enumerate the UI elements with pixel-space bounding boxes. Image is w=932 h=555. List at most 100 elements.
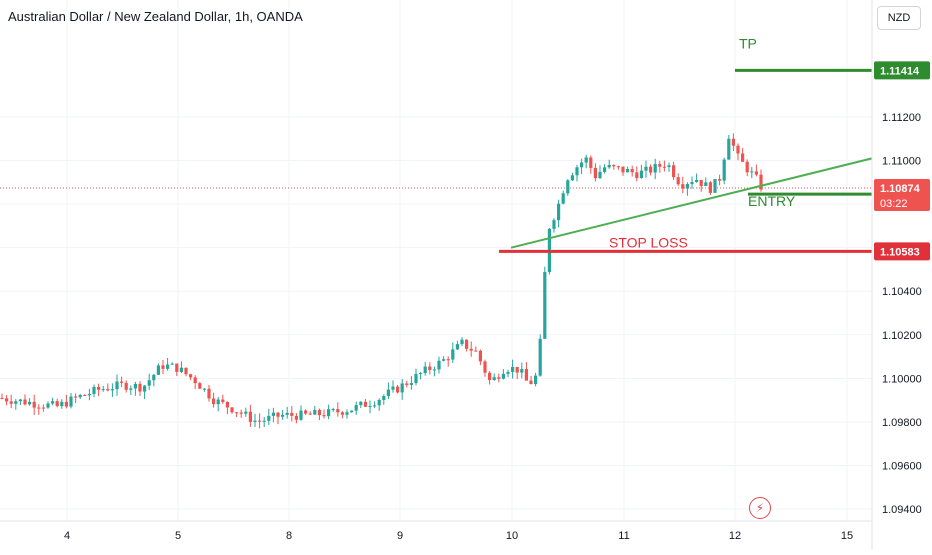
candle bbox=[138, 381, 142, 397]
candle-body bbox=[175, 363, 179, 372]
hline-entry[interactable]: ENTRY bbox=[748, 192, 872, 209]
candle bbox=[202, 388, 206, 392]
candle-body bbox=[350, 410, 354, 413]
hline-tp[interactable]: TP bbox=[735, 35, 872, 72]
candle bbox=[78, 393, 82, 399]
candle-body bbox=[120, 381, 124, 383]
candle bbox=[166, 357, 170, 371]
candle bbox=[110, 383, 114, 397]
candle-body bbox=[267, 415, 271, 421]
candle bbox=[676, 173, 680, 187]
candle bbox=[87, 388, 91, 401]
candle bbox=[727, 134, 731, 160]
candle bbox=[0, 393, 4, 400]
candle-body bbox=[745, 161, 749, 173]
candle bbox=[327, 404, 331, 420]
price-axis[interactable]: 1.11200 1.11000 1.10400 1.10200 1.10000 1.098… bbox=[871, 0, 930, 550]
candle bbox=[281, 409, 285, 420]
candle bbox=[515, 366, 519, 380]
candle-body bbox=[216, 399, 220, 405]
candle bbox=[147, 373, 151, 391]
candle-body bbox=[377, 400, 381, 406]
price-badge-tp-text: 1.11414 bbox=[880, 65, 920, 77]
candle bbox=[262, 416, 266, 427]
candle-body bbox=[170, 363, 174, 365]
candle-body bbox=[685, 184, 689, 189]
time-tick-label: 12 bbox=[729, 530, 741, 542]
price-tick-label: 1.10200 bbox=[882, 330, 922, 342]
candle-body bbox=[304, 410, 308, 414]
time-tick-label: 10 bbox=[506, 530, 518, 542]
candle bbox=[299, 405, 303, 421]
candle-body bbox=[55, 401, 59, 407]
candle-body bbox=[202, 388, 206, 390]
candle bbox=[317, 408, 321, 421]
price-tick-label: 1.09600 bbox=[882, 460, 922, 472]
candle bbox=[759, 169, 763, 192]
candle-body bbox=[506, 371, 510, 374]
time-tick-label: 15 bbox=[841, 530, 853, 542]
candle-body bbox=[442, 359, 446, 361]
candle bbox=[616, 165, 620, 170]
candle-body bbox=[281, 414, 285, 417]
candles bbox=[0, 133, 763, 429]
candle bbox=[69, 392, 73, 409]
candle bbox=[354, 401, 358, 415]
price-tick-label: 1.09800 bbox=[882, 417, 922, 429]
candle bbox=[474, 346, 478, 352]
candle-body bbox=[156, 365, 160, 375]
candle bbox=[377, 398, 381, 411]
hline-label: TP bbox=[739, 35, 757, 51]
trendline[interactable] bbox=[510, 157, 873, 249]
candle bbox=[589, 155, 593, 174]
candle-body bbox=[69, 396, 73, 407]
candle bbox=[129, 385, 133, 396]
candle bbox=[630, 165, 634, 177]
candle bbox=[340, 411, 344, 419]
candle-body bbox=[83, 394, 87, 396]
candle-body bbox=[492, 377, 496, 381]
candle-body bbox=[308, 413, 312, 415]
candle bbox=[193, 375, 197, 390]
candle bbox=[46, 401, 50, 409]
candle bbox=[179, 361, 183, 374]
candle bbox=[704, 177, 708, 187]
candle-body bbox=[731, 138, 735, 146]
candle bbox=[14, 399, 18, 410]
candle bbox=[639, 164, 643, 179]
candle bbox=[621, 166, 625, 176]
candle bbox=[60, 399, 64, 409]
candle-body bbox=[754, 171, 758, 175]
hline-stop-loss[interactable]: STOP LOSS bbox=[499, 234, 872, 253]
price-badge-stop-loss[interactable]: 1.10583 bbox=[874, 242, 930, 261]
current-price-badge[interactable]: 1.10874 03:22 bbox=[874, 178, 930, 211]
candle-body bbox=[419, 373, 423, 375]
candle bbox=[524, 362, 528, 381]
candle bbox=[23, 394, 27, 406]
currency-button[interactable]: NZD bbox=[877, 6, 921, 30]
candle-body bbox=[147, 380, 151, 386]
candle bbox=[391, 380, 395, 393]
candle-body bbox=[248, 411, 252, 422]
candle bbox=[396, 384, 400, 394]
candle bbox=[460, 337, 464, 346]
candle bbox=[225, 401, 229, 415]
candle bbox=[745, 159, 749, 177]
candle-body bbox=[718, 179, 722, 181]
time-tick-label: 9 bbox=[397, 530, 403, 542]
candle-body bbox=[152, 374, 156, 381]
candle bbox=[754, 164, 758, 177]
candle-body bbox=[676, 177, 680, 185]
price-badge-tp[interactable]: 1.11414 bbox=[874, 61, 930, 80]
candle bbox=[593, 163, 597, 182]
candle bbox=[483, 359, 487, 377]
candle-body bbox=[465, 339, 469, 349]
candle bbox=[414, 368, 418, 386]
annotations[interactable]: TP ENTRY STOP LOSS bbox=[0, 35, 873, 253]
candle bbox=[235, 412, 239, 418]
candle bbox=[506, 369, 510, 378]
lightning-bolt-icon[interactable]: ⚡ bbox=[749, 497, 771, 519]
time-axis[interactable]: 4 5 8 9 10 11 12 15 bbox=[0, 520, 872, 542]
